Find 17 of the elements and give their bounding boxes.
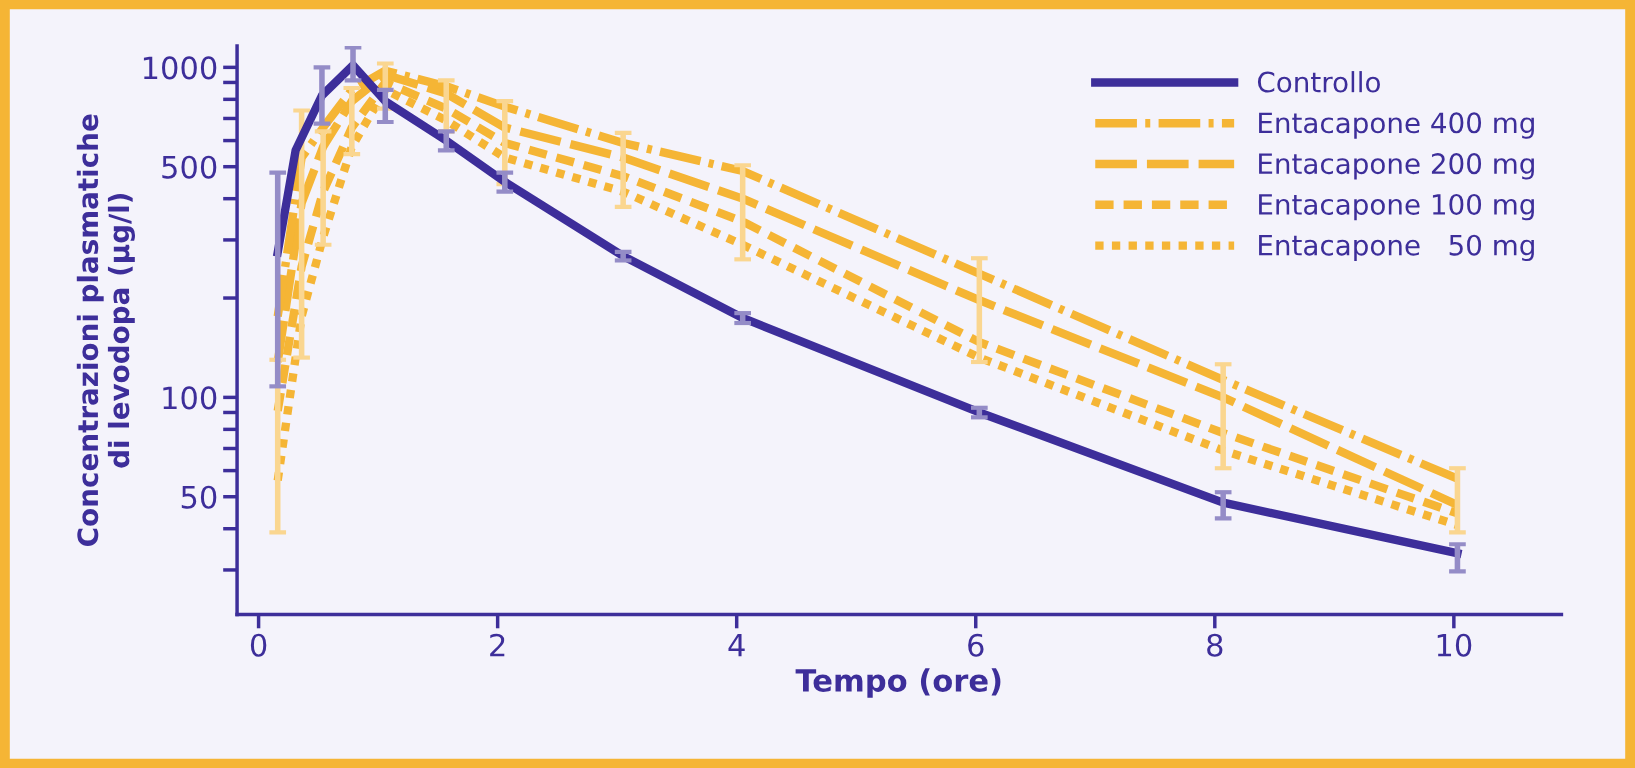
x-axis-title: Tempo (ore) (795, 668, 1001, 698)
x-tick-label: 0 (250, 633, 267, 657)
y-tick-label: 50 (181, 485, 217, 509)
legend-label: Entacapone 400 mg (1259, 112, 1534, 139)
y-tick-label: 1000 (143, 56, 217, 80)
y-tick-label: 100 (163, 386, 217, 410)
legend-label: Entacapone 200 mg (1259, 153, 1534, 180)
x-tick-label: 10 (1437, 633, 1472, 657)
x-tick-label: 2 (490, 633, 505, 657)
legend-label: Controllo (1257, 71, 1380, 93)
y-axis-title: Concentrazioni plasmatiche di levodopa (µg/l) (76, 114, 136, 546)
y-tick-label: 500 (162, 155, 217, 179)
x-tick-label: 8 (1207, 633, 1223, 657)
legend-label: Entacapone 100 mg (1259, 193, 1534, 221)
x-tick-label: 6 (968, 633, 984, 657)
x-tick-label: 4 (728, 634, 745, 657)
legend-label: Entacapone 50 mg (1259, 234, 1534, 262)
